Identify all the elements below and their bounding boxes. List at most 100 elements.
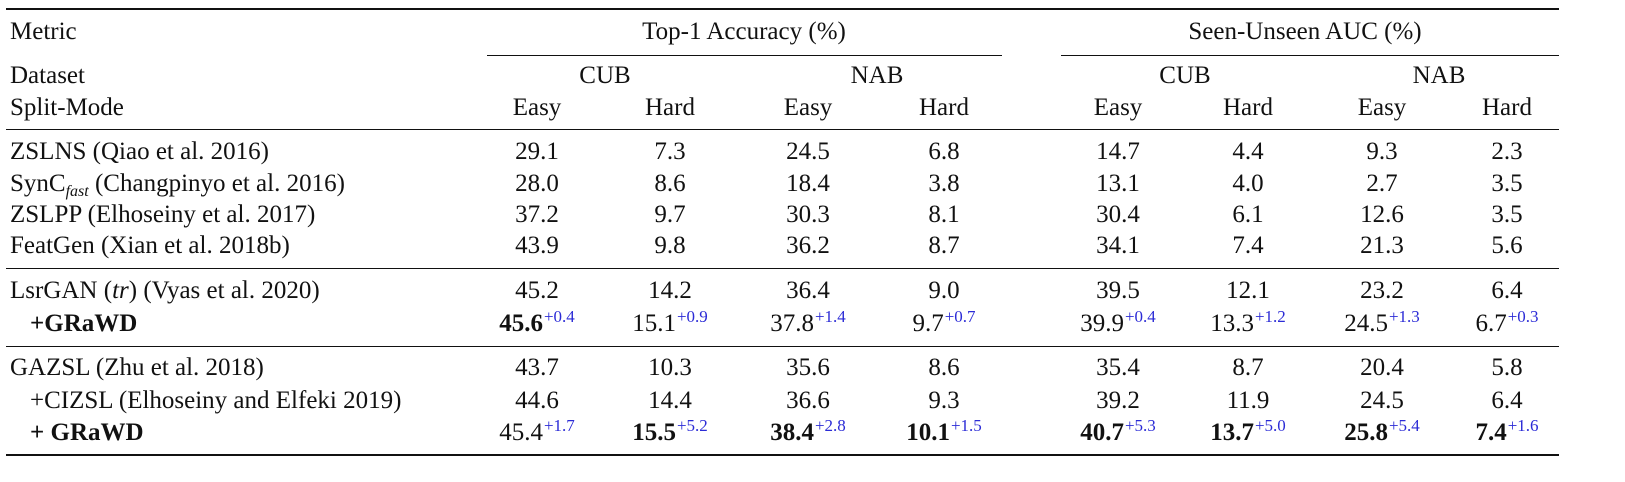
value-text: 13.3 [1210,310,1254,337]
value-text: 7.3 [654,138,686,165]
value-cell: 45.6+0.4 [499,307,575,340]
value-text: 9.7 [654,201,686,228]
value-cell: 8.1 [928,199,959,231]
value-cell: 39.2 [1096,385,1140,417]
value-text: 14.4 [648,387,692,414]
dataset-header: NAB [850,62,904,89]
top-rule [6,8,1559,10]
value-cell: 10.3 [648,352,692,384]
value-text: 45.6 [499,310,543,337]
header-rule [6,129,1559,130]
value-cell: 2.3 [1491,136,1522,168]
value-text: 40.7 [1080,419,1124,446]
value-cell: 24.5+1.3 [1344,307,1420,340]
value-cell: 4.4 [1232,136,1263,168]
value-cell: 9.7 [654,199,685,231]
section-rule-2 [6,346,1559,347]
subscript-text: fast [65,183,89,200]
value-text: 24.5 [786,138,830,165]
value-text: 7.4 [1475,419,1507,446]
value-text: 39.9 [1080,310,1124,337]
value-cell: 10.1+1.5 [906,416,982,449]
row-name: FeatGen (Xian et al. 2018b) [10,232,290,259]
value-cell: 28.0 [515,168,559,200]
value-text: 10.3 [648,354,692,381]
value-cell: 13.7+5.0 [1210,416,1286,449]
value-text: 4.4 [1232,138,1264,165]
value-text: 14.7 [1096,138,1140,165]
value-text: 9.8 [654,232,686,259]
value-cell: 30.3 [786,199,830,231]
value-text: 39.5 [1096,277,1140,304]
bottom-rule [6,454,1559,456]
improvement-delta: +5.0 [1254,416,1286,435]
value-text: 37.2 [515,201,559,228]
improvement-delta: +1.6 [1507,416,1539,435]
value-cell: 8.6 [654,168,685,200]
value-text: 38.4 [770,419,814,446]
row-name: LsrGAN (tr) (Vyas et al. 2020) [10,277,320,304]
value-text: 39.2 [1096,387,1140,414]
split-header: Easy [512,94,562,121]
value-text: 36.2 [786,232,830,259]
value-cell: 3.5 [1491,168,1522,200]
value-cell: 8.7 [928,230,959,262]
value-cell: 2.7 [1366,168,1397,200]
row-name: +GRaWD [30,310,138,337]
row-name: + GRaWD [30,419,144,446]
value-cell: 11.9 [1227,385,1270,417]
value-cell: 15.1+0.9 [632,307,708,340]
value-text: 28.0 [515,170,559,197]
value-text: 9.3 [1366,138,1398,165]
value-text: 43.9 [515,232,559,259]
value-cell: 9.8 [654,230,685,262]
value-text: 2.7 [1366,170,1398,197]
improvement-delta: +5.2 [676,416,708,435]
section-rule-1 [6,268,1559,269]
improvement-delta: +5.3 [1124,416,1156,435]
improvement-delta: +0.7 [944,307,976,326]
value-cell: 9.3 [1366,136,1397,168]
value-text: 43.7 [515,354,559,381]
value-text: 8.7 [928,232,960,259]
row-name: SynCfast (Changpinyo et al. 2016) [10,170,345,200]
value-text: 13.1 [1096,170,1140,197]
value-text: 10.1 [906,419,950,446]
dataset-header: CUB [1159,62,1211,89]
value-text: 34.1 [1096,232,1140,259]
value-cell: 12.6 [1360,199,1404,231]
value-text: 36.6 [786,387,830,414]
value-cell: 25.8+5.4 [1344,416,1420,449]
value-text: 23.2 [1360,277,1404,304]
value-cell: 18.4 [786,168,830,200]
value-text: 45.2 [515,277,559,304]
value-text: 25.8 [1344,419,1388,446]
improvement-delta: +1.5 [950,416,982,435]
value-text: 45.4 [499,419,543,446]
value-text: 8.7 [1232,354,1264,381]
value-cell: 29.1 [515,136,559,168]
value-text: 24.5 [1360,387,1404,414]
value-cell: 38.4+2.8 [770,416,846,449]
value-cell: 21.3 [1360,230,1404,262]
improvement-delta: +0.4 [543,307,575,326]
auc-group-underline [1061,55,1559,56]
split-header: Easy [1357,94,1407,121]
value-cell: 14.2 [648,275,692,307]
value-cell: 8.6 [928,352,959,384]
value-cell: 7.4 [1232,230,1263,262]
value-cell: 5.8 [1491,352,1522,384]
value-text: 9.0 [928,277,960,304]
split-header: Easy [1093,94,1143,121]
value-text: 3.5 [1491,170,1523,197]
value-cell: 34.1 [1096,230,1140,262]
value-text: 7.4 [1232,232,1264,259]
split-header: Easy [783,94,833,121]
value-cell: 4.0 [1232,168,1263,200]
value-cell: 13.1 [1096,168,1140,200]
value-text: 12.1 [1226,277,1270,304]
value-cell: 40.7+5.3 [1080,416,1156,449]
value-text: 5.6 [1491,232,1523,259]
value-text: 14.2 [648,277,692,304]
